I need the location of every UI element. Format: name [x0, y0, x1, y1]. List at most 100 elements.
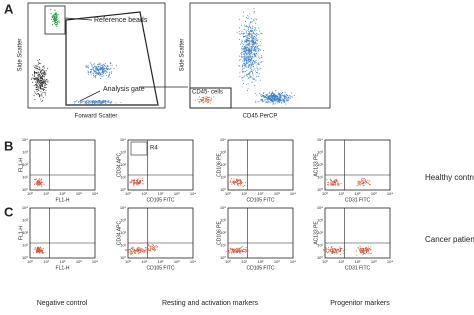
event-dot	[247, 64, 249, 66]
event-dot	[359, 184, 361, 186]
event-dot	[37, 66, 39, 68]
event-dot	[98, 73, 100, 75]
event-dot	[251, 81, 253, 83]
event-dot	[249, 25, 251, 27]
event-dot	[104, 64, 106, 66]
event-dot	[109, 102, 111, 104]
event-dot	[367, 248, 369, 250]
event-dot	[293, 94, 295, 96]
event-dot	[255, 64, 257, 66]
event-dot	[110, 61, 112, 63]
event-dot	[134, 183, 136, 185]
event-dot	[366, 252, 368, 254]
event-dot	[370, 252, 372, 254]
event-dot	[138, 184, 140, 186]
event-dot	[45, 72, 47, 74]
event-dot	[363, 250, 365, 252]
event-dot	[248, 39, 250, 41]
event-dot	[43, 73, 45, 75]
event-dot	[102, 100, 104, 102]
event-dot	[291, 96, 293, 98]
event-dot	[89, 101, 91, 103]
event-dot	[251, 70, 253, 72]
event-dot	[249, 26, 251, 28]
y-tick-label: 10⁴	[22, 205, 28, 210]
event-dot	[255, 19, 257, 21]
event-dot	[250, 50, 252, 52]
event-dot	[55, 18, 57, 20]
event-dot	[366, 249, 368, 251]
event-dot	[283, 97, 285, 99]
event-dot	[257, 63, 259, 65]
event-dot	[334, 179, 336, 181]
event-dot	[252, 74, 254, 76]
y-tick-label: 10²	[120, 230, 126, 235]
event-dot	[334, 180, 336, 182]
event-dot	[129, 253, 131, 255]
event-dot	[261, 95, 263, 97]
x-tick-label: 10¹	[338, 191, 344, 196]
event-dot	[142, 249, 144, 251]
event-dot	[251, 36, 253, 38]
event-dot	[245, 49, 247, 51]
event-dot	[233, 251, 235, 253]
event-dot	[97, 66, 99, 68]
event-dot	[100, 63, 102, 65]
event-dot	[247, 27, 249, 29]
y-axis-label: CD34 APC	[116, 153, 122, 178]
event-dot	[36, 77, 38, 79]
event-dot	[247, 88, 249, 90]
event-dot	[247, 47, 249, 49]
event-dot	[115, 65, 117, 67]
event-dot	[96, 67, 98, 69]
event-dot	[328, 251, 330, 253]
event-dot	[329, 249, 331, 251]
event-dot	[267, 97, 269, 99]
event-dot	[259, 93, 261, 95]
event-dot	[37, 247, 39, 249]
event-dot	[327, 184, 329, 186]
event-dot	[271, 96, 273, 98]
event-dot	[42, 181, 44, 183]
event-dot	[73, 101, 75, 103]
event-dot	[255, 50, 257, 52]
event-dot	[40, 85, 42, 87]
event-dot	[240, 247, 242, 249]
event-dot	[360, 183, 362, 185]
event-dot	[252, 35, 254, 37]
event-dot	[361, 181, 363, 183]
event-dot	[54, 19, 57, 21]
event-dot	[110, 102, 112, 104]
event-dot	[279, 95, 281, 97]
y-tick-label: 10⁰	[317, 187, 323, 192]
event-dot	[38, 93, 40, 95]
plot-frame	[227, 207, 294, 259]
event-dot	[245, 52, 247, 54]
event-dot	[252, 31, 254, 33]
event-dot	[35, 86, 37, 88]
event-dot	[249, 21, 251, 23]
event-dot	[282, 94, 284, 96]
event-dot	[129, 251, 131, 253]
event-dot	[257, 33, 259, 35]
event-dot	[98, 69, 100, 71]
event-dot	[45, 74, 47, 76]
event-dot	[242, 72, 244, 74]
event-dot	[344, 249, 346, 251]
event-dot	[249, 61, 251, 63]
event-dot	[246, 32, 248, 34]
event-dot	[249, 33, 251, 35]
event-dot	[35, 78, 37, 80]
event-dot	[243, 54, 245, 56]
plot-frame	[189, 2, 331, 109]
event-dot	[138, 248, 140, 250]
event-dot	[324, 251, 326, 253]
event-dot	[138, 246, 140, 248]
event-dot	[99, 75, 101, 77]
event-dot	[101, 73, 103, 75]
event-dot	[257, 45, 259, 47]
event-dot	[246, 50, 248, 52]
event-dot	[51, 18, 53, 20]
event-dot	[280, 100, 282, 102]
event-dot	[243, 40, 245, 42]
